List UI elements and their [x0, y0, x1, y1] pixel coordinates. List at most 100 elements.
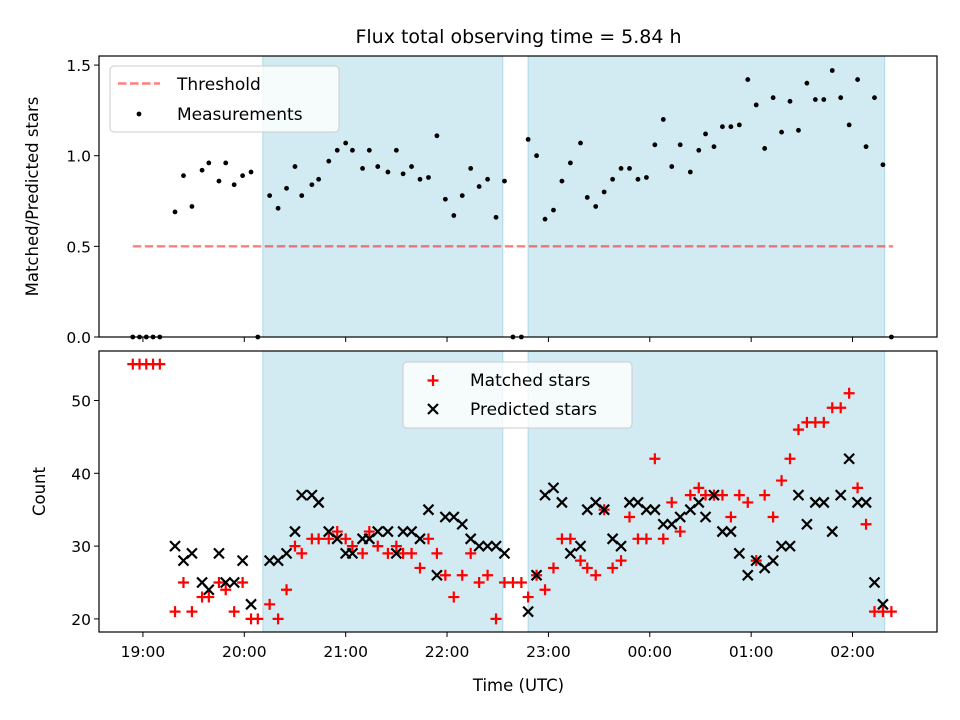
- matched-stars-point: [220, 584, 232, 596]
- predicted-stars-point: [843, 452, 855, 465]
- legend-threshold-label: Threshold: [176, 75, 261, 95]
- measurement-point: [248, 169, 254, 175]
- matched-stars-point: [414, 562, 426, 574]
- x-tick-label: 22:00: [425, 643, 470, 661]
- measurement-point: [181, 173, 186, 179]
- matched-stars-point: [490, 613, 502, 625]
- matched-stars-point: [289, 540, 301, 552]
- count-y-tick-label: 30: [71, 538, 91, 556]
- measurement-point: [677, 142, 683, 148]
- predicted-stars-point: [834, 489, 847, 501]
- measurement-point: [493, 214, 499, 220]
- measurement-point: [451, 213, 457, 218]
- predicted-stars-point: [219, 576, 232, 589]
- ratio-legend-box: [109, 65, 340, 133]
- matched-stars-point: [564, 533, 576, 545]
- predicted-stars-point: [414, 533, 426, 545]
- predicted-stars-point: [186, 547, 198, 560]
- ratio-panel-shading: [262, 55, 886, 338]
- predicted-stars-point: [877, 598, 889, 611]
- measurement-point: [838, 95, 844, 101]
- matched-stars-point: [363, 526, 375, 538]
- matched-stars-point: [448, 591, 460, 603]
- matched-stars-point: [439, 569, 451, 581]
- matched-stars-point: [169, 606, 181, 618]
- predicted-stars-point: [498, 547, 511, 560]
- predicted-stars-point: [574, 540, 587, 552]
- ratio-panel-ticks: 0.0 0.5 1.0 1.5: [66, 57, 854, 347]
- ratio-panel-frame: [98, 55, 938, 338]
- measurement-point: [366, 147, 372, 153]
- count-y-axis-label: Count: [30, 466, 49, 516]
- matched-stars-point: [456, 569, 468, 581]
- measurement-point: [703, 131, 708, 137]
- count-y-tick-label: 20: [71, 611, 91, 629]
- measurement-point: [762, 146, 768, 151]
- measurement-point: [459, 193, 465, 198]
- matched-stars-point: [203, 591, 215, 603]
- matched-stars-point: [590, 569, 602, 581]
- measurement-point: [400, 171, 406, 177]
- ratio-y-tick-label: 0.0: [66, 329, 91, 347]
- count-y-tick-label: 40: [71, 465, 91, 483]
- measurement-point: [567, 160, 573, 166]
- measurement-point: [216, 178, 222, 184]
- matched-stars-point: [835, 402, 847, 414]
- measurement-point: [334, 147, 340, 153]
- matched-stars-point: [666, 496, 678, 508]
- matched-stars-point: [340, 533, 352, 545]
- matched-stars-point: [515, 576, 527, 588]
- measurement-point: [652, 142, 658, 148]
- matched-stars-point: [640, 533, 652, 545]
- ratio-y-tick-label: 0.5: [66, 238, 91, 256]
- predicted-stars-point: [598, 503, 610, 516]
- matched-stars-point: [382, 547, 394, 559]
- matched-stars-point: [784, 453, 796, 465]
- predicted-stars-point: [741, 569, 754, 581]
- measurement-point: [476, 184, 482, 189]
- measurement-point: [812, 97, 818, 102]
- legend-measurements-label: Measurements: [177, 105, 303, 125]
- ratio-y-tick-label: 1.0: [66, 148, 91, 166]
- predicted-stars-point: [397, 525, 409, 538]
- measurement-point: [863, 144, 869, 150]
- predicted-stars-point: [649, 503, 661, 516]
- measurement-point: [618, 166, 624, 171]
- predicted-stars-point: [657, 518, 670, 531]
- matched-stars-point: [186, 606, 198, 618]
- ratio-y-axis-label: Matched/Predicted stars: [23, 97, 42, 297]
- matched-stars-point: [539, 584, 551, 596]
- predicted-stars-point: [481, 540, 494, 552]
- matched-stars-point: [323, 533, 335, 545]
- legend-measurements-swatch: [136, 111, 142, 117]
- measurement-point: [779, 129, 784, 135]
- measurement-point: [635, 176, 641, 182]
- measurement-point: [728, 124, 734, 130]
- measurement-point: [720, 124, 725, 130]
- predicted-stars-point: [784, 540, 796, 552]
- measurement-point: [846, 122, 852, 128]
- measurement-point: [502, 178, 507, 184]
- measurement-point: [770, 95, 776, 101]
- measurement-point: [660, 117, 666, 122]
- x-tick-label: 21:00: [323, 643, 368, 661]
- x-tick-label: 19:00: [121, 643, 166, 661]
- matched-stars-point: [372, 540, 384, 552]
- matched-stars-point: [725, 511, 737, 523]
- predicted-stars-point: [860, 496, 872, 509]
- measurement-point: [199, 167, 205, 173]
- measurement-point: [393, 147, 399, 153]
- predicted-stars-point: [699, 511, 712, 523]
- matched-stars-point: [482, 569, 494, 581]
- measurement-point: [426, 175, 431, 180]
- matched-stars-point: [733, 489, 745, 501]
- matched-stars-point: [860, 518, 872, 530]
- ratio-legend: Threshold Measurements: [109, 65, 340, 133]
- matched-stars-point: [674, 526, 686, 538]
- measurement-point: [360, 166, 365, 171]
- measurement-point: [610, 176, 616, 182]
- matched-stars-point: [615, 555, 627, 567]
- predicted-stars-point: [693, 496, 705, 509]
- matched-stars-point: [767, 511, 779, 523]
- predicted-stars-point: [556, 496, 568, 509]
